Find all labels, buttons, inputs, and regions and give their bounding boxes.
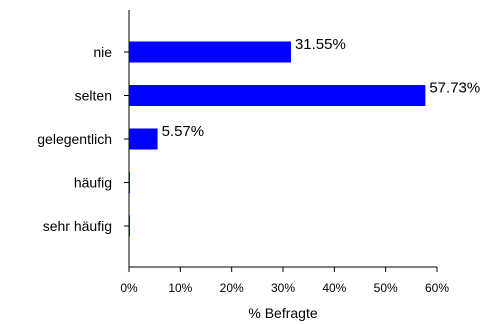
bar	[129, 128, 158, 150]
x-tick-label: 20%	[220, 281, 244, 295]
bar	[129, 215, 130, 237]
category-label: nie	[93, 44, 112, 60]
data-label: 5.57%	[162, 123, 205, 140]
data-labels: 31.55% 57.73% 5.57%	[162, 36, 481, 140]
bar	[129, 85, 426, 106]
x-tick-label: 60%	[425, 281, 449, 295]
x-axis-title: % Befragte	[248, 305, 317, 321]
x-tick-label: 10%	[168, 281, 192, 295]
x-tick-label: 30%	[271, 281, 295, 295]
bar	[129, 172, 130, 193]
category-labels: nie selten gelegentlich häufig sehr häufig	[37, 44, 112, 234]
chart-bars	[129, 41, 426, 237]
bar	[129, 41, 291, 63]
data-label: 31.55%	[295, 36, 346, 53]
category-label: selten	[75, 88, 112, 104]
x-tick-label: 0%	[120, 281, 138, 295]
x-tick-label: 40%	[322, 281, 346, 295]
x-tick-label: 50%	[374, 281, 398, 295]
category-label: häufig	[74, 175, 112, 191]
x-axis-ticks: 0% 10% 20% 30% 40% 50% 60%	[120, 267, 449, 295]
data-label: 57.73%	[429, 80, 480, 97]
category-label: sehr häufig	[43, 218, 112, 234]
category-label: gelegentlich	[37, 131, 112, 147]
